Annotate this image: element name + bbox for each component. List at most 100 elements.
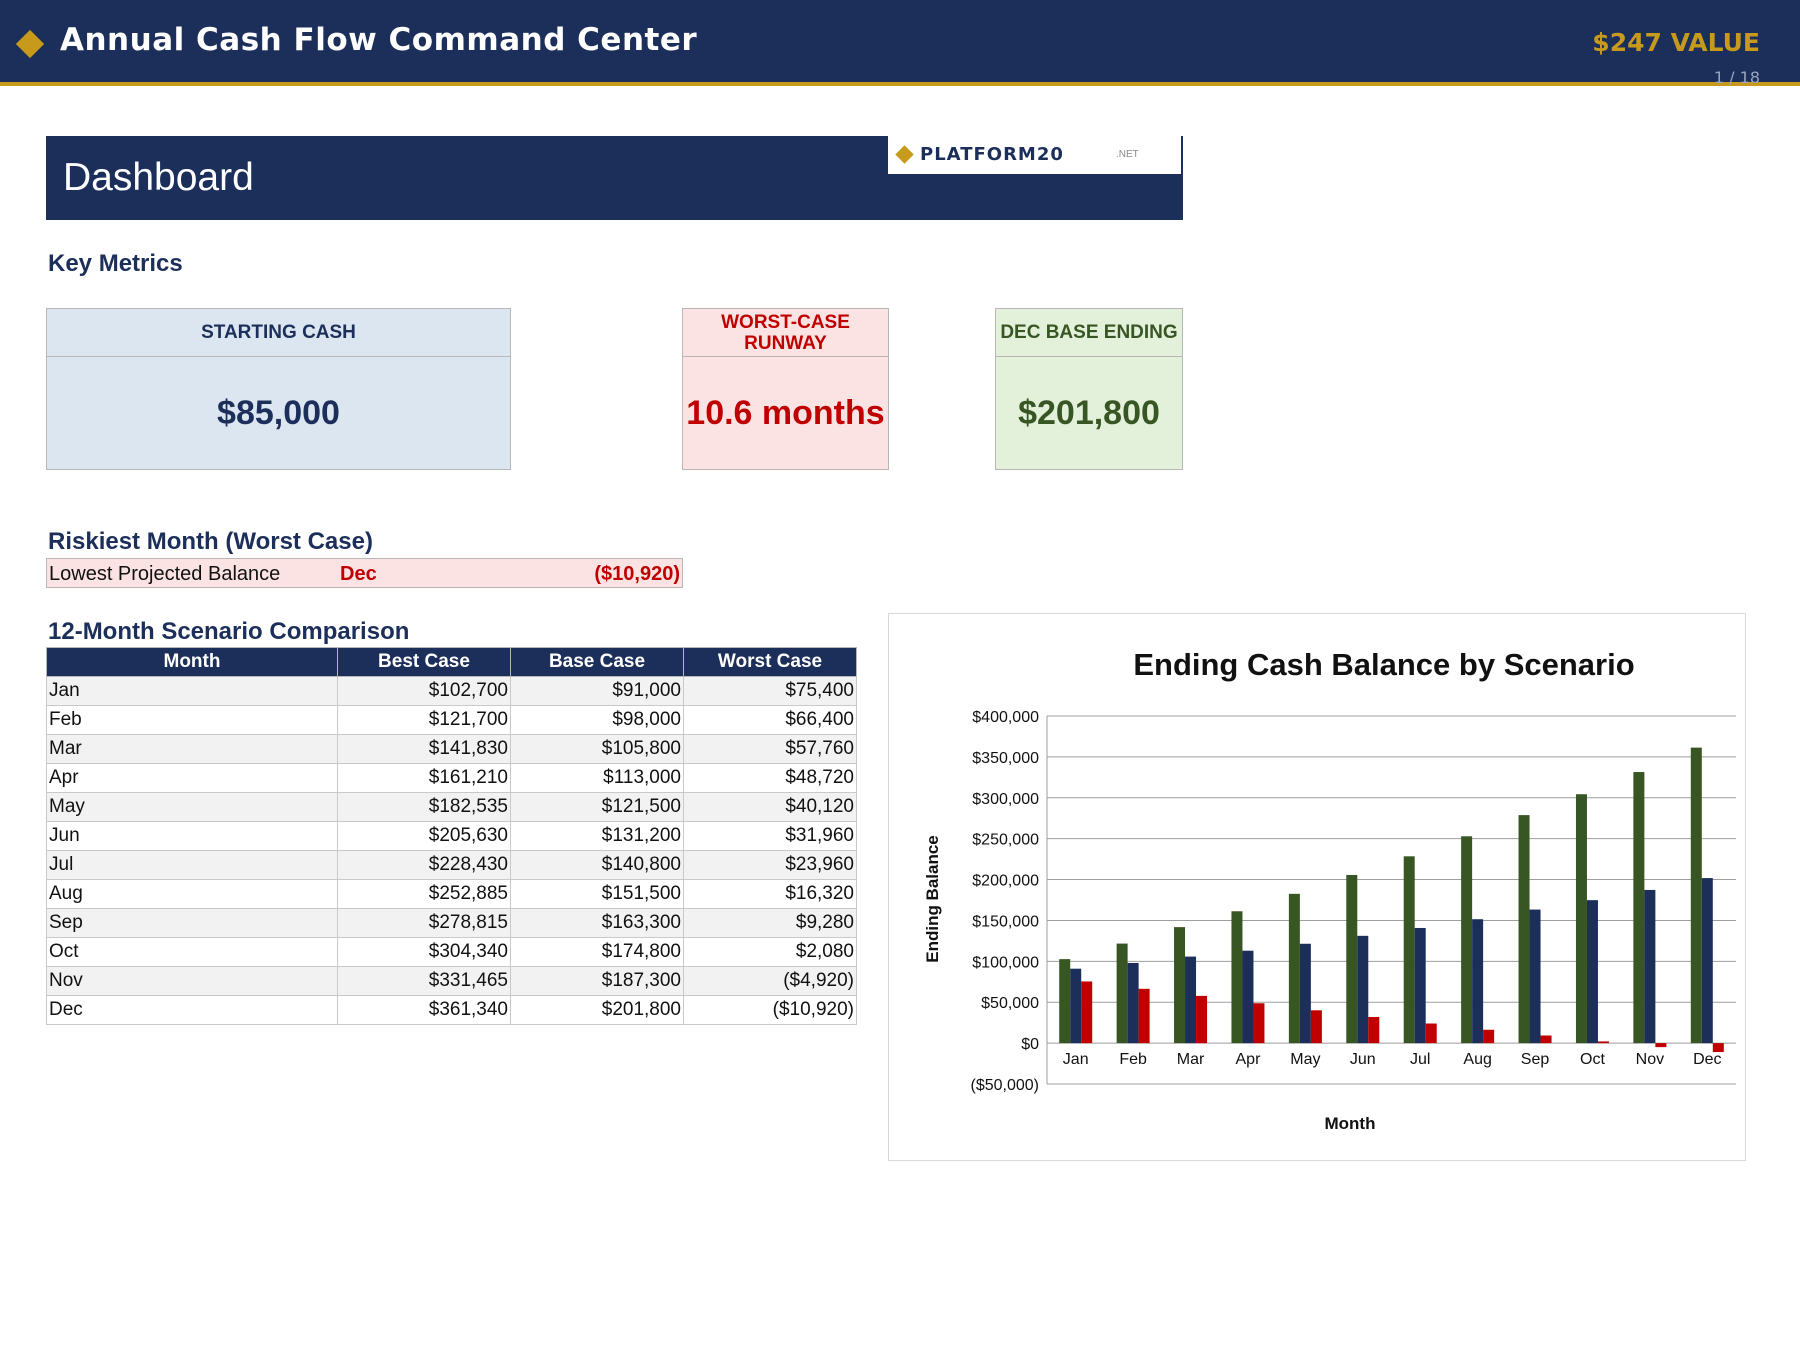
cell-worst: $48,720 — [683, 763, 857, 793]
cell-base: $140,800 — [510, 850, 684, 880]
cell-best: $102,700 — [337, 676, 511, 706]
bar-jun-series-1 — [1357, 935, 1369, 1044]
cell-best: $161,210 — [337, 763, 511, 793]
bar-jan-series-0 — [1059, 959, 1071, 1044]
cell-best: $141,830 — [337, 734, 511, 764]
bar-apr-series-1 — [1242, 950, 1254, 1044]
risk-label: Lowest Projected Balance — [49, 563, 281, 585]
scenario-table: Month Best Case Base Case Worst Case Jan… — [46, 647, 857, 1025]
bar-jul-series-2 — [1425, 1023, 1437, 1044]
chart-gridlines — [1046, 715, 1736, 1085]
cell-best: $205,630 — [337, 821, 511, 851]
riskiest-month-row: Lowest Projected Balance Dec ($10,920) — [46, 558, 683, 588]
cell-month: Jan — [46, 676, 338, 706]
cell-best: $304,340 — [337, 937, 511, 967]
bar-jul-series-1 — [1414, 927, 1426, 1044]
x-tick-label: Apr — [1236, 1051, 1262, 1068]
bar-jul-series-0 — [1403, 856, 1415, 1044]
cash-balance-chart: Ending Cash Balance by Scenario Ending B… — [888, 613, 1746, 1161]
bar-oct-series-1 — [1586, 900, 1598, 1044]
x-tick-label: Dec — [1693, 1051, 1721, 1068]
column-header-worst-case: Worst Case — [683, 647, 857, 677]
cell-month: Jul — [46, 850, 338, 880]
key-metrics-heading: Key Metrics — [48, 250, 183, 277]
bar-feb-series-0 — [1116, 943, 1128, 1044]
metric-value: $85,000 — [217, 393, 340, 432]
x-tick-label: Aug — [1463, 1051, 1491, 1068]
table-row: Jul $228,430 $140,800 $23,960 — [46, 850, 857, 880]
top-banner: Annual Cash Flow Command Center $247 VAL… — [0, 0, 1800, 87]
bar-feb-series-1 — [1127, 962, 1139, 1044]
x-tick-label: Mar — [1177, 1051, 1205, 1068]
y-tick-label: $400,000 — [972, 709, 1039, 726]
bar-mar-series-1 — [1185, 956, 1197, 1044]
banner-title: Annual Cash Flow Command Center — [60, 22, 698, 58]
column-header-base-case: Base Case — [510, 647, 684, 677]
cell-base: $105,800 — [510, 734, 684, 764]
cell-base: $187,300 — [510, 966, 684, 996]
bar-jan-series-2 — [1081, 981, 1093, 1044]
platform-logo: PLATFORM20 .NET — [888, 136, 1181, 174]
cell-base: $98,000 — [510, 705, 684, 735]
cell-worst: $2,080 — [683, 937, 857, 967]
table-row: Jun $205,630 $131,200 $31,960 — [46, 821, 857, 851]
metric-value: $201,800 — [1018, 393, 1160, 432]
value-badge: $247 VALUE — [1592, 28, 1760, 57]
chart-svg: Ending Cash Balance by Scenario Ending B… — [923, 647, 1736, 1133]
cell-worst: $75,400 — [683, 676, 857, 706]
comparison-heading: 12-Month Scenario Comparison — [48, 618, 410, 645]
cell-month: Nov — [46, 966, 338, 996]
page-counter: 1 / 18 — [1713, 68, 1760, 87]
cell-best: $331,465 — [337, 966, 511, 996]
table-row: Aug $252,885 $151,500 $16,320 — [46, 879, 857, 909]
cell-month: Sep — [46, 908, 338, 938]
diamond-icon — [15, 29, 45, 59]
x-tick-label: Jan — [1063, 1051, 1089, 1068]
cell-worst: $16,320 — [683, 879, 857, 909]
cell-worst: $40,120 — [683, 792, 857, 822]
table-header-row: Month Best Case Base Case Worst Case — [46, 647, 857, 677]
cell-best: $182,535 — [337, 792, 511, 822]
chart-title: Ending Cash Balance by Scenario — [1133, 647, 1634, 682]
cell-month: Aug — [46, 879, 338, 909]
table-row: Mar $141,830 $105,800 $57,760 — [46, 734, 857, 764]
cell-best: $278,815 — [337, 908, 511, 938]
metric-card-dec-base-ending: DEC BASE ENDING $201,800 — [995, 308, 1183, 470]
cell-month: Apr — [46, 763, 338, 793]
metric-label: DEC BASE ENDING — [996, 309, 1182, 357]
chart-y-ticks: $400,000 $350,000 $300,000 $250,000 $200,000… — [971, 709, 1040, 1094]
column-header-best-case: Best Case — [337, 647, 511, 677]
cell-base: $121,500 — [510, 792, 684, 822]
y-tick-label: $300,000 — [972, 791, 1039, 808]
x-tick-label: Nov — [1636, 1051, 1664, 1068]
bar-dec-series-1 — [1701, 878, 1713, 1044]
bar-oct-series-0 — [1575, 794, 1587, 1044]
bar-apr-series-2 — [1253, 1003, 1265, 1044]
bar-may-series-0 — [1288, 893, 1300, 1044]
metric-card-worst-case-runway: WORST-CASE RUNWAY 10.6 months — [682, 308, 889, 470]
x-tick-label: May — [1290, 1051, 1320, 1068]
bar-aug-series-0 — [1461, 836, 1473, 1044]
cell-base: $131,200 — [510, 821, 684, 851]
risk-month: Dec — [340, 563, 377, 585]
table-row: Feb $121,700 $98,000 $66,400 — [46, 705, 857, 735]
cell-base: $163,300 — [510, 908, 684, 938]
cell-best: $228,430 — [337, 850, 511, 880]
logo-suffix: .NET — [1116, 149, 1139, 160]
x-tick-label: Oct — [1580, 1051, 1605, 1068]
cell-month: Oct — [46, 937, 338, 967]
page-title: Dashboard — [63, 156, 254, 199]
y-tick-label: $200,000 — [972, 873, 1039, 890]
bar-jun-series-2 — [1368, 1016, 1380, 1044]
bar-may-series-1 — [1299, 943, 1311, 1044]
bar-mar-series-2 — [1196, 995, 1208, 1044]
y-tick-label: $150,000 — [972, 913, 1039, 930]
y-tick-label: $250,000 — [972, 832, 1039, 849]
metric-label: STARTING CASH — [47, 309, 510, 357]
cell-worst: $66,400 — [683, 705, 857, 735]
cell-base: $113,000 — [510, 763, 684, 793]
cell-month: Dec — [46, 995, 338, 1025]
x-tick-label: Jul — [1410, 1051, 1430, 1068]
metric-value: 10.6 months — [686, 393, 885, 432]
chart-bars — [1059, 747, 1724, 1053]
